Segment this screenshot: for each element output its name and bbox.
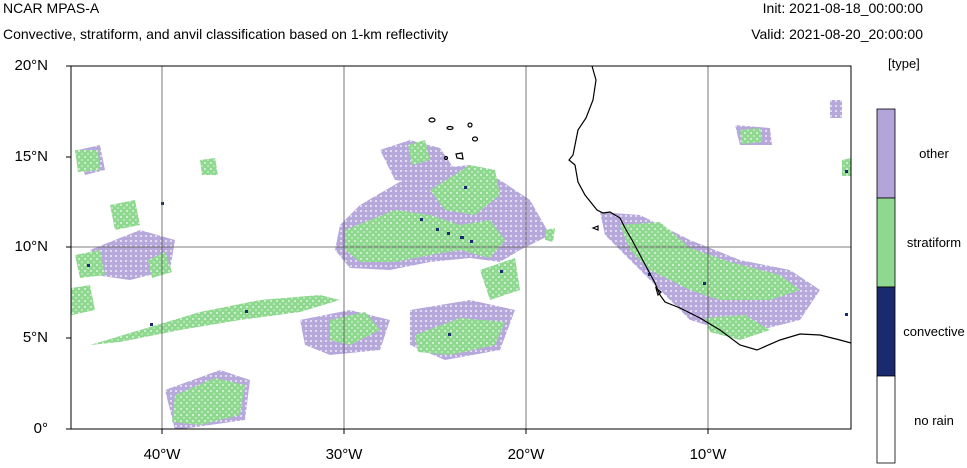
lon-label-40w: 40°W bbox=[143, 446, 181, 463]
lat-label-20n: 20°N bbox=[14, 57, 48, 74]
plot-description: Convective, stratiform, and anvil classi… bbox=[3, 26, 449, 42]
graticule bbox=[71, 66, 851, 429]
lat-label-5n: 5°N bbox=[22, 329, 48, 346]
stratiform-regions bbox=[71, 128, 851, 425]
lat-label-10n: 10°N bbox=[14, 238, 48, 255]
legend-label-convective: convective bbox=[903, 324, 965, 339]
legend-label-other: other bbox=[919, 146, 949, 161]
convective-cells bbox=[87, 170, 848, 336]
lon-label-20w: 20°W bbox=[507, 446, 545, 463]
map-area bbox=[71, 66, 851, 429]
lon-label-30w: 30°W bbox=[325, 446, 363, 463]
lat-label-0: 0° bbox=[33, 420, 48, 437]
legend-swatch-stratiform bbox=[876, 197, 896, 288]
legend-swatch-other bbox=[876, 108, 896, 199]
legend-colorbar bbox=[876, 108, 896, 464]
legend-label-stratiform: stratiform bbox=[906, 235, 962, 250]
legend-swatch-convective bbox=[876, 286, 896, 377]
coastline bbox=[428, 66, 851, 351]
legend-unit: [type] bbox=[888, 56, 920, 71]
legend-label-no-rain: no rain bbox=[914, 413, 954, 428]
axis-ticks bbox=[66, 65, 709, 434]
lon-label-10w: 10°W bbox=[689, 446, 727, 463]
valid-time: Valid: 2021-08-20_20:00:00 bbox=[751, 26, 923, 42]
model-title: NCAR MPAS-A bbox=[3, 0, 100, 16]
legend-swatch-no-rain bbox=[876, 375, 896, 464]
init-time: Init: 2021-08-18_00:00:00 bbox=[762, 0, 923, 16]
lat-label-15n: 15°N bbox=[14, 148, 48, 165]
